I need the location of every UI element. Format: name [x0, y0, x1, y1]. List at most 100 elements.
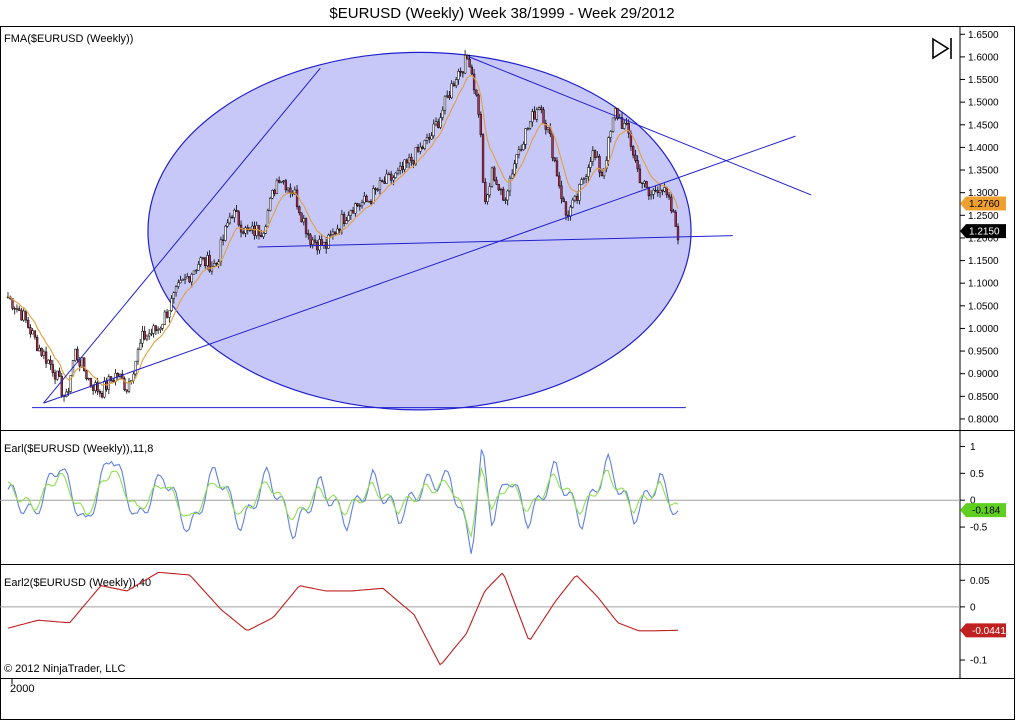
candle-body — [60, 376, 63, 397]
candle-body — [531, 111, 534, 123]
candle-body — [311, 239, 314, 245]
candle-body — [286, 187, 290, 191]
candle-body — [248, 229, 252, 232]
price-tick-label: 1.1000 — [968, 279, 999, 290]
osc-value-tag — [960, 623, 1006, 638]
candle-body — [145, 335, 149, 340]
candle-body — [242, 231, 245, 234]
candle-body — [576, 195, 579, 201]
candle-body — [179, 280, 182, 284]
price-axis: 1.6500 1.6000 1.5500 1.5000 1.4500 1.4000 1.35… — [960, 30, 999, 425]
candle-body — [161, 324, 164, 329]
candle-body — [40, 347, 43, 356]
osc-tick-label: -0.1 — [970, 656, 988, 667]
candle-body — [571, 199, 574, 208]
candle-body — [508, 177, 512, 192]
candle-body — [304, 218, 308, 234]
candle-body — [35, 336, 39, 352]
candle-body — [87, 378, 90, 380]
candle-body — [18, 308, 21, 311]
trendlines — [32, 56, 812, 409]
candle-body — [125, 389, 128, 392]
candle-body — [560, 185, 563, 199]
candle-body — [497, 184, 500, 191]
candle-body — [670, 196, 673, 212]
candle-body — [432, 123, 435, 137]
earl2-series — [7, 571, 678, 666]
candle-body — [569, 206, 572, 217]
candle-body — [210, 265, 214, 272]
earl-panel-label: Earl($EURUSD (Weekly)),11,8 — [4, 443, 153, 455]
candle-body — [367, 200, 370, 203]
candle-body — [327, 234, 330, 249]
candle-body — [365, 195, 368, 202]
candle-body — [154, 325, 158, 331]
ellipse-annotation — [147, 51, 692, 411]
candle-body — [372, 188, 375, 204]
candle-body — [237, 211, 240, 226]
osc-tick-label: 0.5 — [970, 469, 984, 480]
candle-body — [627, 122, 630, 134]
candle-body — [558, 175, 561, 187]
copyright-text: © 2012 NinjaTrader, LLC — [4, 663, 125, 675]
candle-body — [233, 209, 236, 218]
candle-body — [141, 330, 144, 344]
candle-body — [123, 378, 126, 390]
candle-body — [107, 376, 110, 390]
candle-body — [596, 156, 599, 158]
candle-body — [652, 189, 655, 195]
price-tick-label: 1.5500 — [968, 75, 999, 86]
candle-body — [511, 173, 514, 179]
candle-body — [80, 357, 84, 367]
candle-body — [495, 179, 498, 185]
osc-tick-label: 1 — [970, 442, 976, 453]
price-marker-label: 1.2760 — [969, 199, 1000, 210]
candle-body — [598, 156, 601, 173]
candle-body — [170, 298, 173, 311]
candle-body — [92, 385, 95, 391]
candle-body — [378, 180, 382, 190]
candle-body — [640, 182, 644, 184]
candle-body — [127, 381, 131, 392]
candle-body — [528, 121, 532, 129]
candle-body — [443, 95, 447, 111]
candle-body — [15, 308, 19, 310]
trendline — [43, 67, 321, 404]
candle-body — [150, 333, 153, 335]
candle-body — [540, 107, 543, 111]
candle-body — [381, 180, 384, 182]
candle-body — [197, 264, 200, 271]
candle-body — [354, 203, 357, 214]
candle-body — [338, 228, 341, 231]
candle-body — [499, 188, 503, 191]
candle-body — [351, 210, 355, 214]
trendline — [257, 235, 733, 248]
price-panel-label: FMA($EURUSD (Weekly)) — [4, 33, 133, 45]
candle-body — [94, 382, 97, 391]
candle-body — [555, 160, 559, 177]
candle-body — [423, 140, 426, 149]
osc-value-label: -0.184 — [972, 506, 1001, 517]
candle-body — [609, 131, 612, 138]
candle-body — [331, 231, 335, 235]
candle-body — [593, 150, 597, 158]
candle-body — [307, 233, 310, 236]
candle-body — [280, 181, 283, 183]
candle-body — [33, 330, 37, 338]
price-tick-label: 1.1500 — [968, 256, 999, 267]
candle-body — [654, 189, 657, 192]
candle-body — [493, 167, 496, 181]
skip-end-icon[interactable] — [932, 37, 952, 60]
candle-body — [542, 109, 545, 124]
candle-body — [165, 311, 169, 318]
earl-slow-series — [7, 466, 679, 539]
candle-body — [533, 111, 536, 120]
candle-body — [416, 146, 420, 152]
candle-body — [47, 359, 50, 364]
candle-body — [143, 330, 146, 340]
price-marker-label: 1.2150 — [969, 227, 1000, 238]
candle-body — [334, 231, 337, 235]
candle-body — [587, 167, 590, 177]
candle-body — [262, 233, 265, 237]
price-tick-label: 1.0500 — [968, 301, 999, 312]
